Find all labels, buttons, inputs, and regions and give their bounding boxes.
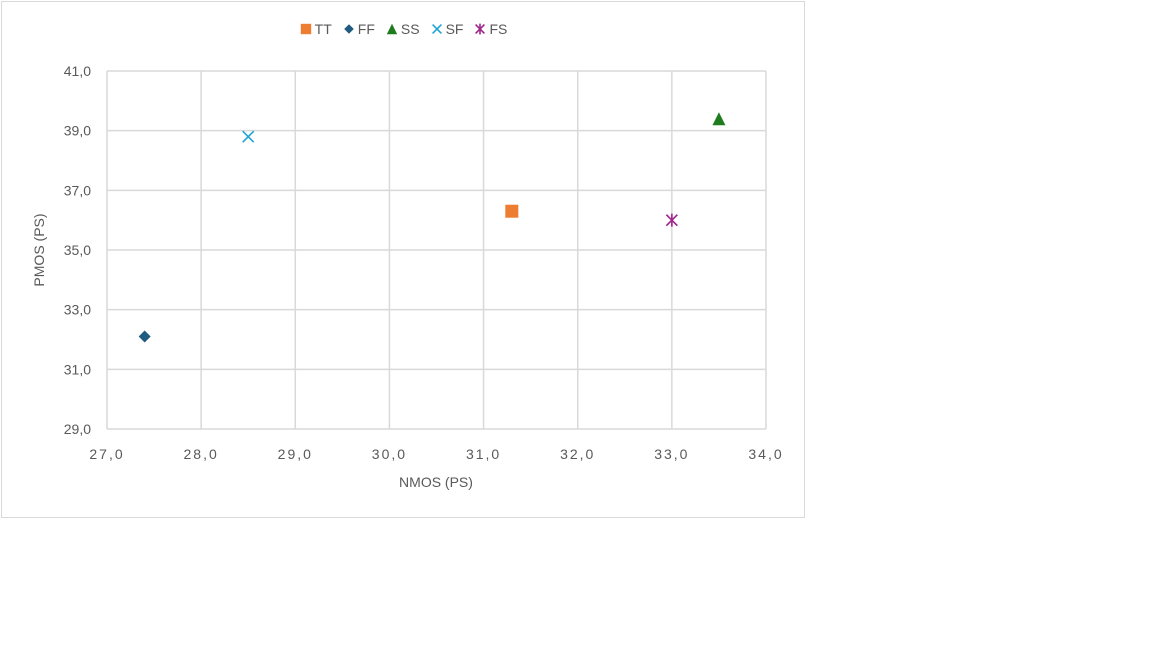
chart-frame (1, 1, 805, 518)
y-tick-label: 33,0 (64, 302, 91, 318)
data-point-ff (138, 330, 151, 343)
data-point-fs (665, 213, 678, 227)
x-tick-label: 34,0 (748, 446, 783, 462)
legend-marker-shape (343, 24, 354, 34)
x-tick-label: 30,0 (372, 446, 407, 462)
x-tick-label: 29,0 (278, 446, 313, 462)
legend-marker-shape (475, 23, 486, 35)
legend-label: FS (489, 21, 508, 37)
legend-item-fs: FS (473, 21, 507, 37)
legend-item-tt: TT (299, 21, 332, 37)
legend-marker-ff (343, 24, 354, 34)
legend-item-ff: FF (342, 21, 375, 37)
x-tick-label: 32,0 (560, 446, 595, 462)
y-tick-labels: 29,0 31,0 33,0 35,0 37,0 39,0 41,0 (64, 63, 91, 437)
legend-marker-shape (386, 23, 398, 35)
y-tick-label: 41,0 (64, 63, 91, 79)
data-points (138, 112, 726, 343)
y-tick-label: 29,0 (64, 421, 91, 437)
legend-marker-shape (300, 23, 311, 35)
legend-label: SS (400, 21, 420, 37)
x-tick-label: 28,0 (184, 446, 219, 462)
legend-label: FF (357, 21, 375, 37)
legend: TT FF SS SF FS (0, 21, 806, 37)
grid-lines (106, 70, 767, 430)
x-tick-labels: 27,0 28,0 29,0 30,0 31,0 32,0 33,0 34,0 (89, 446, 783, 462)
data-point-sf (242, 130, 255, 143)
x-tick-label: 27,0 (89, 446, 124, 462)
legend-item-sf: SF (430, 21, 464, 37)
y-tick-label: 37,0 (64, 182, 91, 198)
legend-marker-fs (475, 23, 486, 35)
y-tick-label: 35,0 (64, 242, 91, 258)
y-tick-label: 39,0 (64, 123, 91, 139)
legend-marker-sf (431, 24, 442, 34)
data-point-ss (712, 112, 726, 126)
x-tick-label: 33,0 (654, 446, 689, 462)
legend-label: SF (445, 21, 464, 37)
legend-item-ss: SS (385, 21, 420, 37)
legend-marker-ss (386, 23, 398, 35)
legend-label: TT (314, 21, 332, 37)
y-axis-title: PMOS (PS) (31, 213, 47, 286)
data-point-tt (505, 204, 519, 218)
legend-marker-shape (431, 24, 442, 34)
legend-marker-tt (300, 23, 311, 35)
x-axis-title: NMOS (PS) (399, 474, 473, 490)
y-tick-label: 31,0 (64, 361, 91, 377)
x-tick-label: 31,0 (466, 446, 501, 462)
